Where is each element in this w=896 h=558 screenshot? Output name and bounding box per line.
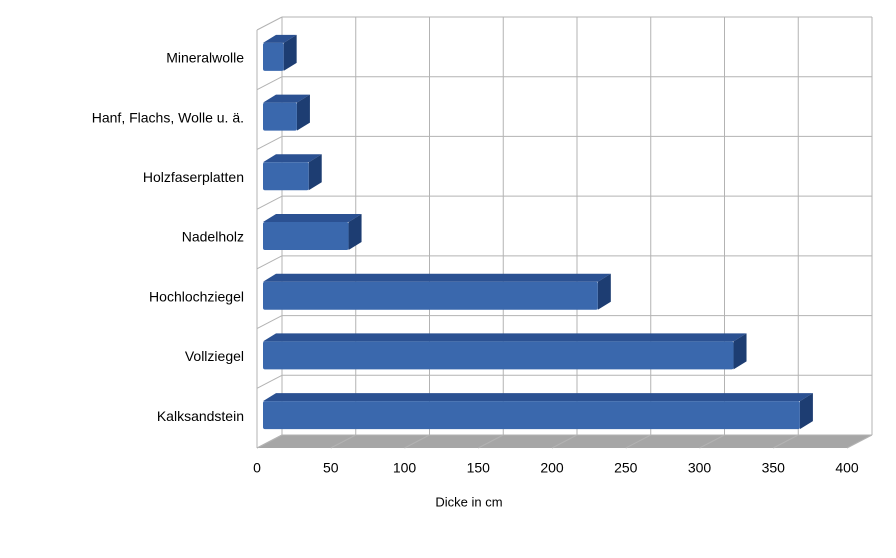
y-tick-label: Vollziegel	[185, 348, 244, 364]
bar	[263, 102, 297, 131]
wall-grid-line	[256, 76, 283, 91]
wall-grid-line	[256, 135, 283, 150]
bar-side	[733, 333, 747, 370]
floor-grid-line	[625, 434, 651, 449]
bar-top	[263, 94, 310, 103]
x-tick-label: 300	[688, 460, 712, 476]
bar-top	[263, 273, 611, 282]
floor-grid-line	[330, 434, 356, 449]
x-tick-label: 150	[467, 460, 491, 476]
bar-top	[263, 214, 362, 222]
bar-top	[263, 154, 322, 163]
y-tick-label: Nadelholz	[182, 229, 244, 245]
bar	[263, 222, 349, 250]
y-tick-label: Hochlochziegel	[149, 288, 244, 304]
floor-grid-line	[773, 434, 799, 449]
x-axis-title: Dicke in cm	[435, 494, 502, 509]
x-tick-label: 400	[835, 460, 859, 476]
bar-side	[296, 94, 310, 131]
bar-side	[283, 34, 297, 71]
bar-side	[308, 154, 322, 191]
floor-grid-line	[478, 434, 504, 449]
wall-grid-line	[256, 374, 283, 389]
x-tick-label: 100	[393, 460, 417, 476]
x-tick-label: 0	[253, 460, 261, 476]
bar-top	[263, 393, 813, 402]
bar-side	[597, 273, 611, 310]
y-tick-label: Holzfaserplatten	[143, 169, 244, 185]
x-tick-label: 250	[614, 460, 638, 476]
floor-grid-line	[551, 434, 578, 449]
y-tick-label: Mineralwolle	[166, 50, 244, 66]
floor-grid-line	[846, 434, 873, 449]
floor-grid-line	[256, 434, 283, 449]
bar	[263, 341, 734, 370]
wall-grid-line	[256, 195, 283, 210]
bar-top	[263, 34, 297, 43]
x-tick-label: 200	[540, 460, 564, 476]
y-tick-label: Kalksandstein	[157, 408, 244, 424]
bar	[263, 401, 800, 430]
bar-side	[799, 393, 813, 430]
floor-grid-line	[699, 434, 725, 449]
wall-grid-line	[256, 315, 283, 330]
bar	[263, 162, 309, 191]
floor-grid-line	[404, 434, 430, 449]
bar	[263, 42, 284, 71]
y-tick-label: Hanf, Flachs, Wolle u. ä.	[92, 109, 244, 125]
bar-side	[348, 214, 362, 250]
x-tick-label: 350	[762, 460, 786, 476]
bar-top	[263, 333, 747, 342]
wall-grid-line	[256, 255, 283, 270]
bar	[263, 281, 598, 310]
wall-grid-line	[256, 16, 283, 31]
x-tick-label: 50	[323, 460, 339, 476]
